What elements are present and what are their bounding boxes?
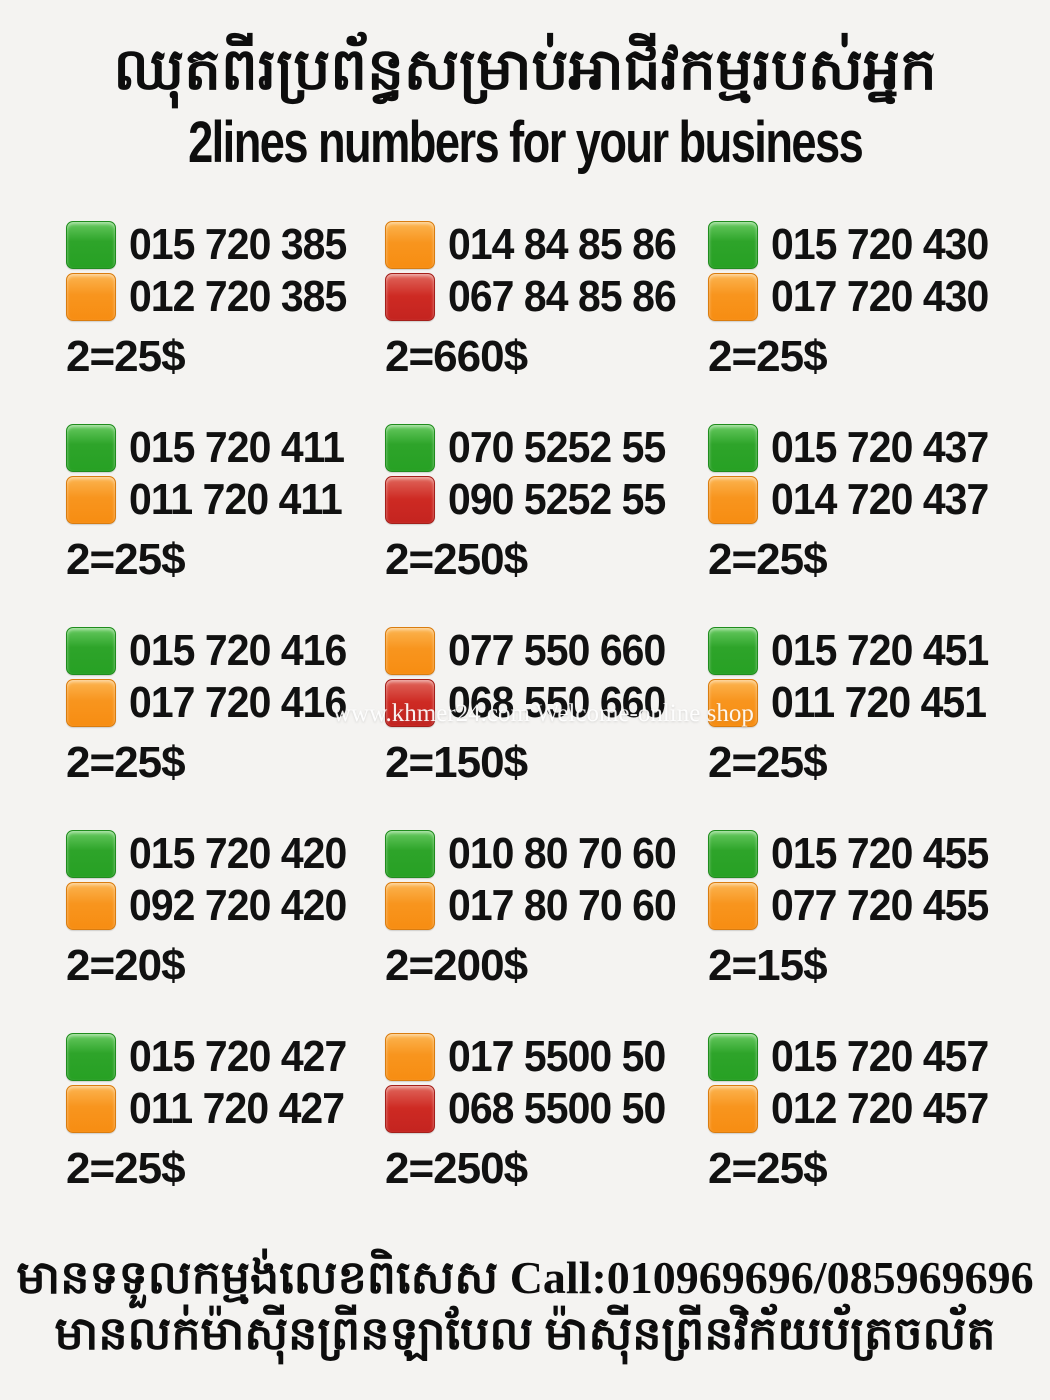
phone-number-line1: 015 720 430: [771, 220, 989, 269]
flyer-header: ឈុតពីរប្រព័ន្ធសម្រាប់អាជីវកម្មរបស់អ្នក 2…: [0, 0, 1050, 176]
page-subtitle: 2lines numbers for your business: [187, 109, 864, 175]
phone-number-line2: 090 5252 55: [448, 475, 666, 524]
price-label: 2=25$: [66, 535, 186, 584]
line1-color-square-icon: [708, 221, 758, 269]
line2-color-square-icon: [708, 1085, 758, 1133]
number-pair-card: 015 720 385 012 720 385 2=25$: [66, 220, 385, 425]
phone-number-line1: 077 550 660: [448, 626, 666, 675]
number-pair-card: 015 720 411 011 720 411 2=25$: [66, 423, 385, 628]
phone-number-line2: 014 720 437: [771, 475, 989, 524]
phone-number-line2: 012 720 385: [129, 272, 347, 321]
line1-color-square-icon: [66, 221, 116, 269]
number-pair-card: 015 720 457 012 720 457 2=25$: [708, 1032, 1028, 1237]
page-title-khmer: ឈុតពីរប្រព័ន្ធសម្រាប់អាជីវកម្មរបស់អ្នក: [113, 37, 937, 102]
phone-number-line1: 015 720 437: [771, 423, 989, 472]
line2-color-square-icon: [385, 679, 435, 727]
phone-number-line2: 011 720 411: [129, 475, 343, 524]
phone-number-line1: 015 720 427: [129, 1032, 347, 1081]
line1-color-square-icon: [66, 627, 116, 675]
phone-number-line2: 077 720 455: [771, 881, 989, 930]
line2-color-square-icon: [385, 476, 435, 524]
line2-color-square-icon: [385, 882, 435, 930]
line2-color-square-icon: [708, 882, 758, 930]
phone-number-line1: 017 5500 50: [448, 1032, 666, 1081]
phone-number-line1: 015 720 457: [771, 1032, 989, 1081]
phone-number-line1: 015 720 411: [129, 423, 345, 472]
phone-number-line1: 015 720 451: [771, 626, 989, 675]
line2-color-square-icon: [66, 1085, 116, 1133]
price-label: 2=25$: [66, 738, 186, 787]
number-pair-card: 010 80 70 60 017 80 70 60 2=200$: [385, 829, 708, 1034]
price-label: 2=25$: [708, 332, 828, 381]
phone-number-line2: 068 550 660: [448, 678, 666, 727]
price-label: 2=15$: [708, 941, 828, 990]
price-label: 2=660$: [385, 332, 528, 381]
footer-products-line: មានលក់ម៉ាស៊ីនព្រីនឡាបែល ម៉ាស៊ីនព្រីនវិក័…: [54, 1307, 996, 1359]
line1-color-square-icon: [708, 1033, 758, 1081]
phone-number-line1: 014 84 85 86: [448, 220, 677, 269]
phone-number-line2: 092 720 420: [129, 881, 347, 930]
line2-color-square-icon: [708, 679, 758, 727]
phone-number-line2: 017 720 416: [129, 678, 347, 727]
line1-color-square-icon: [385, 627, 435, 675]
price-label: 2=25$: [708, 535, 828, 584]
number-pair-card: 070 5252 55 090 5252 55 2=250$: [385, 423, 708, 628]
line1-color-square-icon: [708, 830, 758, 878]
number-pair-card: 015 720 420 092 720 420 2=20$: [66, 829, 385, 1034]
line2-color-square-icon: [66, 476, 116, 524]
number-pairs-grid: 015 720 385 012 720 385 2=25$ 014 84 85 …: [66, 220, 1028, 1237]
number-pair-card: 015 720 455 077 720 455 2=15$: [708, 829, 1028, 1034]
phone-number-line1: 015 720 455: [771, 829, 989, 878]
line1-color-square-icon: [385, 1033, 435, 1081]
number-pair-card: 015 720 416 017 720 416 2=25$: [66, 626, 385, 831]
line2-color-square-icon: [66, 679, 116, 727]
price-label: 2=25$: [708, 738, 828, 787]
footer-contact-line: មានទទួលកម្មង់លេខពិសេស Call:010969696/085…: [16, 1251, 1034, 1303]
price-label: 2=250$: [385, 535, 528, 584]
line2-color-square-icon: [708, 273, 758, 321]
line2-color-square-icon: [66, 882, 116, 930]
price-label: 2=25$: [66, 1144, 186, 1193]
number-pair-card: 015 720 451 011 720 451 2=25$: [708, 626, 1028, 831]
line2-color-square-icon: [385, 273, 435, 321]
number-pair-card: 014 84 85 86 067 84 85 86 2=660$: [385, 220, 708, 425]
phone-number-line2: 017 80 70 60: [448, 881, 677, 930]
phone-number-line2: 067 84 85 86: [448, 272, 677, 321]
phone-number-line1: 015 720 385: [129, 220, 347, 269]
line1-color-square-icon: [66, 424, 116, 472]
line2-color-square-icon: [708, 476, 758, 524]
flyer-footer: មានទទួលកម្មង់លេខពិសេស Call:010969696/085…: [0, 1250, 1050, 1362]
phone-number-line2: 011 720 451: [771, 678, 987, 727]
phone-number-line2: 017 720 430: [771, 272, 989, 321]
line2-color-square-icon: [66, 273, 116, 321]
price-label: 2=25$: [66, 332, 186, 381]
price-label: 2=25$: [708, 1144, 828, 1193]
number-pair-card: 077 550 660 068 550 660 2=150$: [385, 626, 708, 831]
number-pair-card: 017 5500 50 068 5500 50 2=250$: [385, 1032, 708, 1237]
phone-number-line1: 015 720 420: [129, 829, 347, 878]
line1-color-square-icon: [385, 221, 435, 269]
price-label: 2=250$: [385, 1144, 528, 1193]
number-pair-card: 015 720 437 014 720 437 2=25$: [708, 423, 1028, 628]
line1-color-square-icon: [708, 424, 758, 472]
price-label: 2=20$: [66, 941, 186, 990]
price-label: 2=150$: [385, 738, 528, 787]
line1-color-square-icon: [385, 424, 435, 472]
line1-color-square-icon: [708, 627, 758, 675]
line2-color-square-icon: [385, 1085, 435, 1133]
number-pair-card: 015 720 430 017 720 430 2=25$: [708, 220, 1028, 425]
price-label: 2=200$: [385, 941, 528, 990]
line1-color-square-icon: [66, 1033, 116, 1081]
phone-number-line1: 070 5252 55: [448, 423, 666, 472]
phone-number-line2: 068 5500 50: [448, 1084, 666, 1133]
phone-number-line1: 010 80 70 60: [448, 829, 677, 878]
line1-color-square-icon: [385, 830, 435, 878]
khmer24-watermark: www.khmer24.com Welcome-online shop: [333, 700, 754, 727]
line1-color-square-icon: [66, 830, 116, 878]
phone-number-line2: 011 720 427: [129, 1084, 345, 1133]
phone-number-line1: 015 720 416: [129, 626, 347, 675]
phone-number-line2: 012 720 457: [771, 1084, 989, 1133]
number-pair-card: 015 720 427 011 720 427 2=25$: [66, 1032, 385, 1237]
